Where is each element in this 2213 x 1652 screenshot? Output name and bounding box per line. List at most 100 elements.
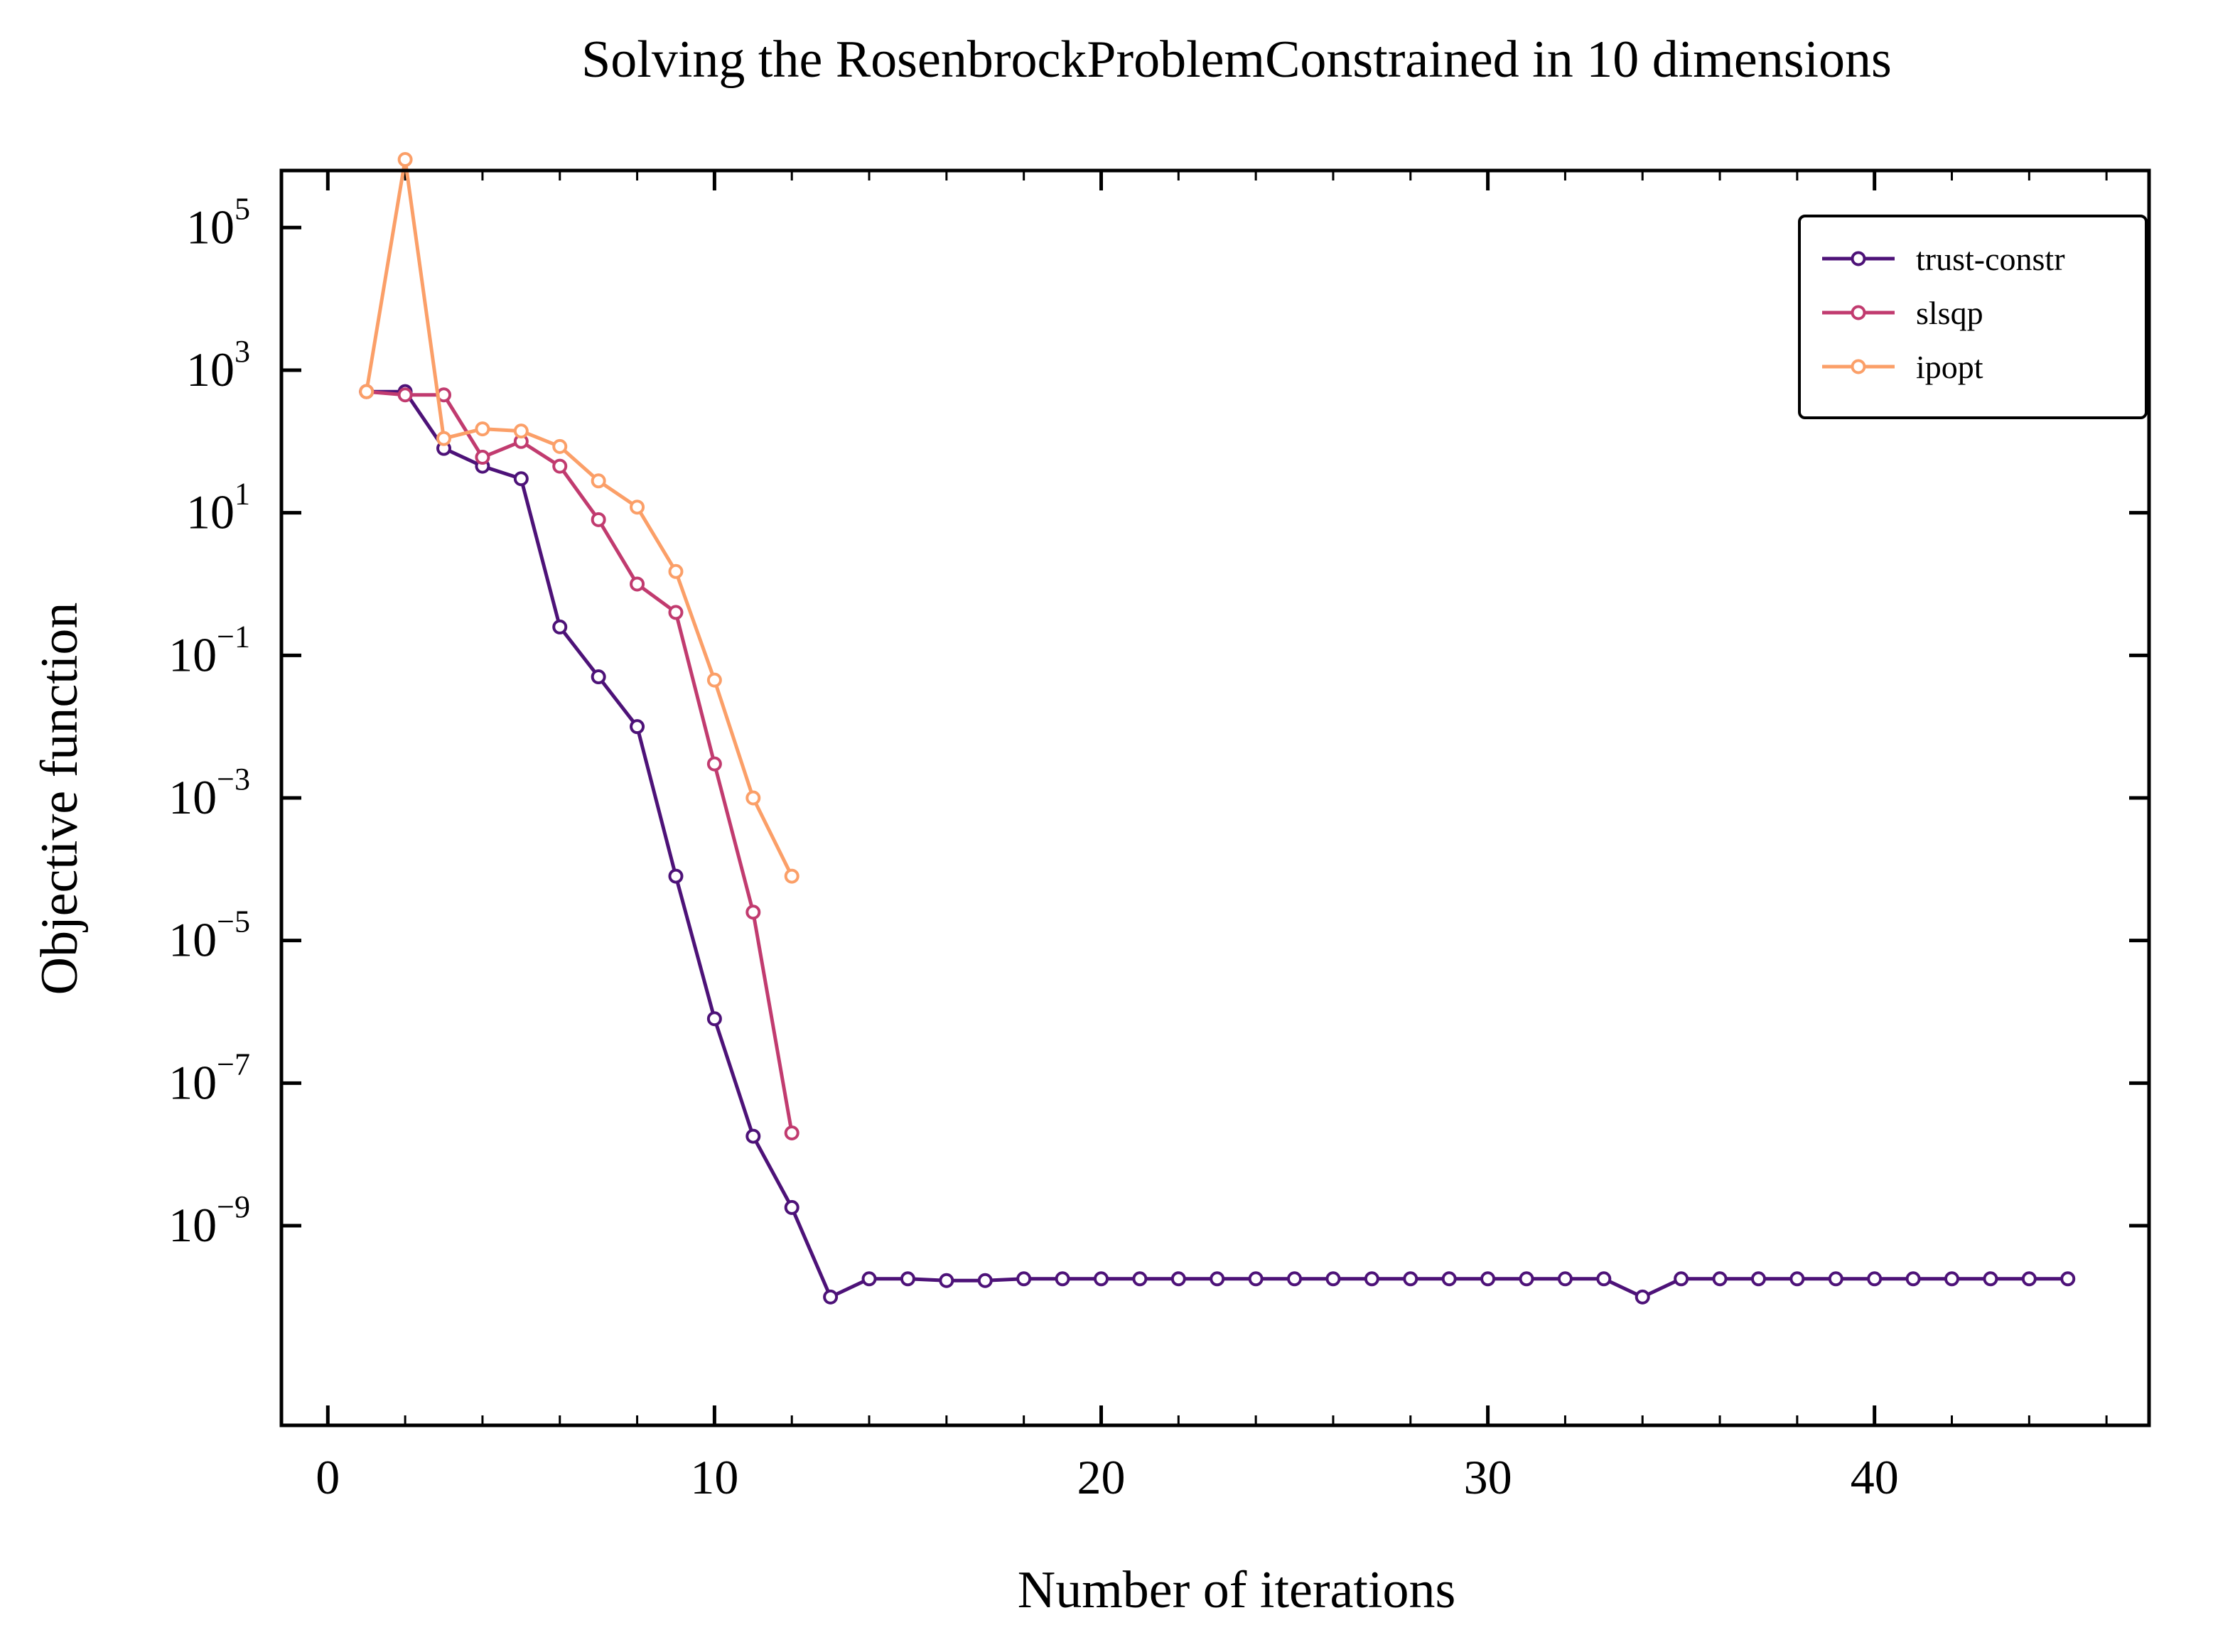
data-point-ipopt [552, 438, 568, 454]
data-point-ipopt [397, 152, 413, 168]
data-point-ipopt [706, 672, 722, 688]
data-point-ipopt [359, 384, 375, 399]
y-tick-label: 10−1 [168, 619, 250, 681]
x-tick-label: 40 [1851, 1450, 1899, 1504]
data-point-trust-constr [1248, 1271, 1264, 1287]
data-point-trust-constr [745, 1128, 761, 1144]
data-point-trust-constr [706, 1011, 722, 1027]
data-point-ipopt [436, 431, 452, 446]
data-point-trust-constr [552, 619, 568, 635]
y-tick-base: 10 [168, 627, 217, 681]
y-tick-base: 10 [168, 913, 217, 967]
data-point-slsqp [552, 458, 568, 474]
data-point-trust-constr [1210, 1271, 1225, 1287]
y-axis-label: Objective function [31, 603, 89, 995]
data-point-trust-constr [1287, 1271, 1303, 1287]
data-point-ipopt [784, 868, 799, 884]
data-point-slsqp [591, 512, 606, 527]
series-line-ipopt [365, 158, 794, 878]
x-tick-label: 20 [1077, 1450, 1125, 1504]
x-tick-label: 0 [316, 1450, 340, 1504]
data-point-trust-constr [939, 1273, 954, 1288]
y-tick-exponent: −1 [217, 619, 250, 654]
data-point-trust-constr [2060, 1271, 2076, 1287]
data-point-ipopt [668, 563, 684, 579]
data-point-trust-constr [1016, 1271, 1032, 1287]
data-point-trust-constr [1712, 1271, 1728, 1287]
data-point-trust-constr [1093, 1271, 1109, 1287]
data-point-trust-constr [1364, 1271, 1379, 1287]
y-tick-label: 105 [186, 191, 250, 254]
data-point-trust-constr [1055, 1271, 1070, 1287]
data-point-trust-constr [668, 868, 684, 884]
data-point-trust-constr [1674, 1271, 1689, 1287]
y-tick-exponent: −7 [217, 1047, 250, 1081]
chart-title: Solving the RosenbrockProblemConstrained… [581, 31, 1892, 89]
data-point-trust-constr [1403, 1271, 1418, 1287]
data-point-trust-constr [861, 1271, 877, 1287]
y-tick-label: 10−3 [168, 762, 250, 824]
data-point-trust-constr [591, 669, 606, 685]
data-point-ipopt [630, 500, 645, 515]
data-point-trust-constr [1944, 1271, 1960, 1287]
plot-frame [279, 168, 2151, 1427]
data-point-trust-constr [1170, 1271, 1186, 1287]
x-tick-label: 10 [690, 1450, 738, 1504]
y-tick-base: 10 [168, 770, 217, 824]
legend-label-ipopt: ipopt [1916, 349, 1983, 385]
data-point-trust-constr [823, 1289, 839, 1305]
data-point-trust-constr [1905, 1271, 1921, 1287]
y-tick-exponent: 3 [235, 334, 250, 369]
legend-label-slsqp: slsqp [1916, 295, 1983, 331]
data-point-trust-constr [784, 1199, 799, 1215]
data-point-trust-constr [1441, 1271, 1457, 1287]
data-point-ipopt [513, 423, 529, 439]
y-tick-exponent: 5 [235, 191, 250, 226]
legend-marker-ipopt [1851, 359, 1866, 374]
data-point-trust-constr [1789, 1271, 1805, 1287]
data-point-ipopt [591, 473, 606, 489]
data-point-slsqp [630, 576, 645, 592]
y-tick-base: 10 [186, 485, 235, 539]
data-point-trust-constr [1325, 1271, 1341, 1287]
data-point-trust-constr [977, 1273, 993, 1288]
data-point-trust-constr [1635, 1289, 1650, 1305]
data-point-slsqp [745, 905, 761, 920]
data-point-slsqp [706, 756, 722, 772]
legend-marker-trust-constr [1851, 251, 1866, 266]
y-tick-exponent: −5 [217, 905, 250, 939]
y-tick-base: 10 [168, 1055, 217, 1109]
y-tick-exponent: 1 [235, 477, 250, 512]
y-tick-base: 10 [186, 342, 235, 396]
data-point-trust-constr [630, 719, 645, 735]
data-point-slsqp [397, 387, 413, 403]
y-tick-label: 103 [186, 334, 250, 396]
y-tick-label: 10−9 [168, 1189, 250, 1252]
data-point-slsqp [784, 1125, 799, 1140]
series-line-slsqp [366, 389, 794, 1133]
y-tick-label: 101 [186, 477, 250, 539]
data-point-trust-constr [900, 1271, 915, 1287]
data-point-trust-constr [1557, 1271, 1573, 1287]
series-line-trust-constr [366, 389, 2068, 1299]
y-tick-base: 10 [186, 200, 235, 254]
data-point-trust-constr [1596, 1271, 1612, 1287]
y-tick-label: 10−5 [168, 905, 250, 967]
data-point-trust-constr [1480, 1271, 1496, 1287]
data-point-trust-constr [1132, 1271, 1148, 1287]
data-point-ipopt [745, 790, 761, 806]
data-point-slsqp [668, 605, 684, 620]
y-tick-label: 10−7 [168, 1047, 250, 1109]
data-point-trust-constr [513, 471, 529, 487]
data-point-trust-constr [1519, 1271, 1534, 1287]
x-tick-label: 30 [1464, 1450, 1512, 1504]
y-tick-exponent: −9 [217, 1189, 250, 1224]
data-point-trust-constr [1750, 1271, 1766, 1287]
data-point-slsqp [475, 450, 490, 465]
legend-label-trust-constr: trust-constr [1916, 241, 2065, 277]
legend-marker-slsqp [1851, 305, 1866, 320]
data-point-trust-constr [2021, 1271, 2037, 1287]
